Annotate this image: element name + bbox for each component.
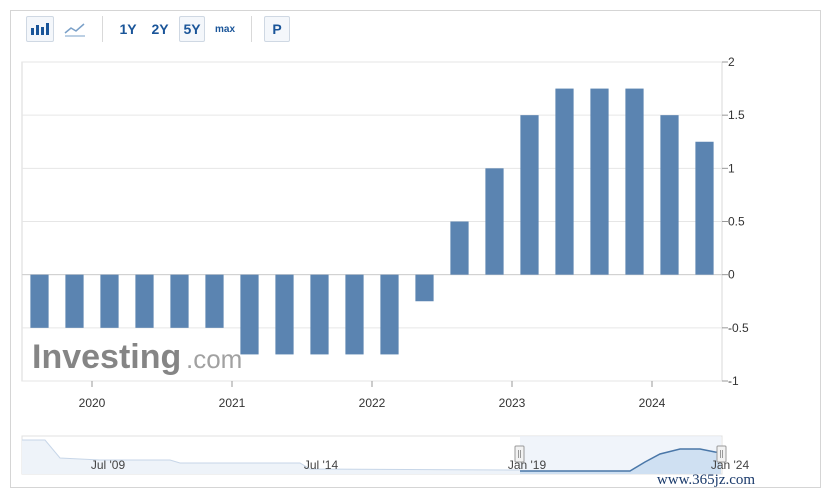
chart-frame bbox=[10, 10, 821, 488]
y-tick-label: 2 bbox=[728, 55, 735, 69]
y-tick-label: 0 bbox=[728, 268, 735, 282]
y-tick-label: 0.5 bbox=[728, 215, 745, 229]
bar[interactable] bbox=[275, 274, 294, 355]
navigator[interactable]: Jul '09 Jul '14 Jan '19 Jan '24 bbox=[21, 435, 749, 475]
navigator-label: Jul '14 bbox=[304, 458, 339, 472]
bar[interactable] bbox=[555, 88, 574, 275]
bar[interactable] bbox=[415, 274, 434, 302]
range-2y-button[interactable]: 2Y bbox=[151, 21, 169, 37]
bar[interactable] bbox=[695, 141, 714, 275]
bar[interactable] bbox=[310, 274, 329, 355]
line-chart-icon bbox=[64, 23, 85, 37]
x-tick-label: 2022 bbox=[359, 396, 386, 410]
navigator-left-handle[interactable] bbox=[514, 445, 525, 463]
x-tick-label: 2020 bbox=[79, 396, 106, 410]
y-tick-label: 1.5 bbox=[728, 108, 745, 122]
y-axis: 2 1.5 1 0.5 0 -0.5 -1 bbox=[722, 55, 749, 388]
range-1y-button[interactable]: 1Y bbox=[119, 21, 137, 37]
bar[interactable] bbox=[240, 274, 259, 355]
bar[interactable] bbox=[65, 274, 84, 328]
toolbar-separator bbox=[251, 16, 253, 42]
site-watermark: www.365jz.com bbox=[657, 472, 756, 488]
bar[interactable] bbox=[450, 221, 469, 275]
watermark-brand: Investing bbox=[32, 338, 181, 376]
bar[interactable] bbox=[345, 274, 364, 355]
navigator-label: Jul '09 bbox=[91, 458, 126, 472]
navigator-history-line bbox=[22, 439, 521, 471]
chart-toolbar: 1Y 2Y 5Y max P bbox=[26, 15, 291, 43]
bar-chart-icon bbox=[31, 23, 49, 35]
line-chart-button[interactable] bbox=[60, 16, 90, 42]
x-axis: 2020 2021 2022 2023 2024 bbox=[79, 381, 666, 410]
range-max-button[interactable]: max bbox=[215, 23, 236, 35]
y-tick-label: -1 bbox=[728, 374, 739, 388]
bar[interactable] bbox=[135, 274, 154, 328]
bar[interactable] bbox=[170, 274, 189, 328]
watermark-suffix: .com bbox=[186, 344, 242, 374]
bar[interactable] bbox=[590, 88, 609, 275]
investing-watermark: Investing .com bbox=[32, 338, 242, 376]
range-5y-button[interactable]: 5Y bbox=[179, 16, 205, 42]
y-tick-label: -0.5 bbox=[728, 321, 749, 335]
bar[interactable] bbox=[100, 274, 119, 328]
bar-chart-button[interactable] bbox=[26, 16, 54, 42]
navigator-selected-area bbox=[520, 449, 721, 474]
bar[interactable] bbox=[205, 274, 224, 328]
navigator-label: Jan '19 bbox=[508, 458, 547, 472]
bar[interactable] bbox=[30, 274, 49, 328]
x-tick-label: 2021 bbox=[219, 396, 246, 410]
period-button[interactable]: P bbox=[264, 16, 291, 42]
navigator-right-handle[interactable] bbox=[716, 445, 727, 463]
bars bbox=[30, 88, 714, 355]
bar[interactable] bbox=[380, 274, 399, 355]
toolbar-separator bbox=[102, 16, 103, 42]
navigator-selected-line bbox=[520, 448, 722, 472]
y-tick-label: 1 bbox=[728, 161, 735, 175]
navigator-history-area bbox=[22, 440, 520, 474]
bar[interactable] bbox=[485, 168, 504, 275]
x-tick-label: 2024 bbox=[639, 396, 666, 410]
grid-lines bbox=[22, 61, 722, 382]
bar[interactable] bbox=[660, 115, 679, 275]
x-tick-label: 2023 bbox=[499, 396, 526, 410]
bar[interactable] bbox=[520, 115, 539, 275]
bar[interactable] bbox=[625, 88, 644, 275]
